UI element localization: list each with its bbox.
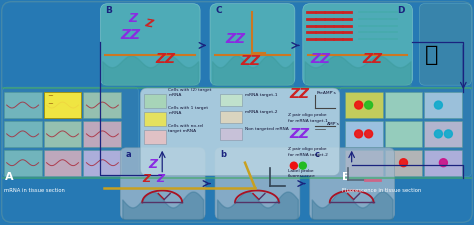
- Text: ZZ: ZZ: [225, 32, 245, 46]
- Circle shape: [299, 162, 306, 169]
- Text: Cells with no-rel
target mRNA: Cells with no-rel target mRNA: [168, 124, 203, 133]
- Bar: [424, 121, 462, 147]
- Bar: [83, 121, 121, 147]
- Text: c: c: [315, 150, 320, 159]
- FancyBboxPatch shape: [2, 2, 472, 222]
- Circle shape: [365, 101, 373, 109]
- Bar: [83, 92, 121, 118]
- Text: C: C: [215, 6, 222, 15]
- Text: mRNA in tissue section: mRNA in tissue section: [4, 187, 64, 193]
- Bar: [384, 150, 422, 176]
- Text: E: E: [342, 172, 349, 182]
- Bar: [144, 130, 166, 144]
- Text: Non targeted mRNA: Non targeted mRNA: [245, 127, 289, 131]
- Bar: [384, 92, 422, 118]
- FancyBboxPatch shape: [340, 87, 471, 177]
- Text: Cells with (2) target
mRNA: Cells with (2) target mRNA: [168, 88, 212, 97]
- Bar: [220, 111, 242, 123]
- Bar: [44, 92, 82, 118]
- Circle shape: [365, 130, 373, 138]
- Text: Z pair oligo probe: Z pair oligo probe: [288, 147, 327, 151]
- Circle shape: [434, 101, 442, 109]
- Text: for mRNA target-2: for mRNA target-2: [288, 153, 328, 157]
- Bar: [44, 92, 82, 118]
- FancyBboxPatch shape: [120, 148, 205, 219]
- Bar: [424, 92, 462, 118]
- Text: Fluorescence in tissue section: Fluorescence in tissue section: [342, 187, 421, 193]
- Text: ZZ: ZZ: [240, 54, 260, 68]
- Text: D: D: [398, 6, 405, 15]
- FancyBboxPatch shape: [3, 87, 138, 177]
- Text: b: b: [220, 150, 226, 159]
- Bar: [345, 92, 383, 118]
- Bar: [83, 150, 121, 176]
- Text: ZZ: ZZ: [155, 52, 175, 66]
- Circle shape: [445, 130, 452, 138]
- Circle shape: [400, 159, 408, 167]
- Text: AMP's: AMP's: [327, 122, 339, 126]
- Bar: [44, 150, 82, 176]
- Text: fluorescence: fluorescence: [288, 174, 316, 178]
- Text: ZZ: ZZ: [311, 52, 331, 66]
- Circle shape: [355, 130, 363, 138]
- Text: A: A: [5, 172, 13, 182]
- FancyBboxPatch shape: [215, 148, 300, 219]
- FancyBboxPatch shape: [303, 4, 412, 85]
- Circle shape: [291, 162, 297, 169]
- Text: Z: Z: [156, 173, 164, 184]
- Circle shape: [355, 101, 363, 109]
- Text: 🔬: 🔬: [425, 45, 438, 65]
- FancyBboxPatch shape: [140, 88, 340, 176]
- Text: ZZ: ZZ: [290, 127, 310, 141]
- Text: ZZ: ZZ: [290, 87, 310, 101]
- FancyBboxPatch shape: [310, 148, 394, 219]
- Text: ~: ~: [47, 93, 54, 99]
- FancyBboxPatch shape: [210, 4, 295, 85]
- Bar: [384, 121, 422, 147]
- Text: mRNA target-2: mRNA target-2: [245, 110, 277, 114]
- Text: Z: Z: [128, 11, 137, 25]
- Text: ~: ~: [47, 101, 54, 107]
- FancyBboxPatch shape: [100, 4, 200, 85]
- Text: PreAMP's: PreAMP's: [317, 91, 337, 95]
- FancyBboxPatch shape: [419, 4, 471, 85]
- Text: Cells with 1 target
mRNA: Cells with 1 target mRNA: [168, 106, 209, 115]
- Text: Z: Z: [144, 18, 154, 29]
- Bar: [4, 150, 42, 176]
- Bar: [424, 150, 462, 176]
- Text: B: B: [105, 6, 112, 15]
- Bar: [4, 121, 42, 147]
- Circle shape: [434, 130, 442, 138]
- Circle shape: [439, 159, 447, 167]
- Text: for mRNA target-1: for mRNA target-1: [288, 119, 328, 123]
- Text: Label probe: Label probe: [288, 169, 313, 173]
- Bar: [345, 150, 383, 176]
- Bar: [44, 121, 82, 147]
- Text: Z: Z: [142, 173, 150, 184]
- Text: Z pair oligo probe: Z pair oligo probe: [288, 113, 327, 117]
- Bar: [144, 112, 166, 126]
- Bar: [4, 92, 42, 118]
- Bar: [220, 94, 242, 106]
- Text: ZZ: ZZ: [363, 52, 383, 66]
- Text: mRNA target-1: mRNA target-1: [245, 93, 277, 97]
- Bar: [345, 121, 383, 147]
- Text: a: a: [125, 150, 131, 159]
- Text: ZZ: ZZ: [120, 28, 140, 43]
- Bar: [144, 94, 166, 108]
- Bar: [220, 128, 242, 140]
- Text: Z: Z: [148, 158, 157, 171]
